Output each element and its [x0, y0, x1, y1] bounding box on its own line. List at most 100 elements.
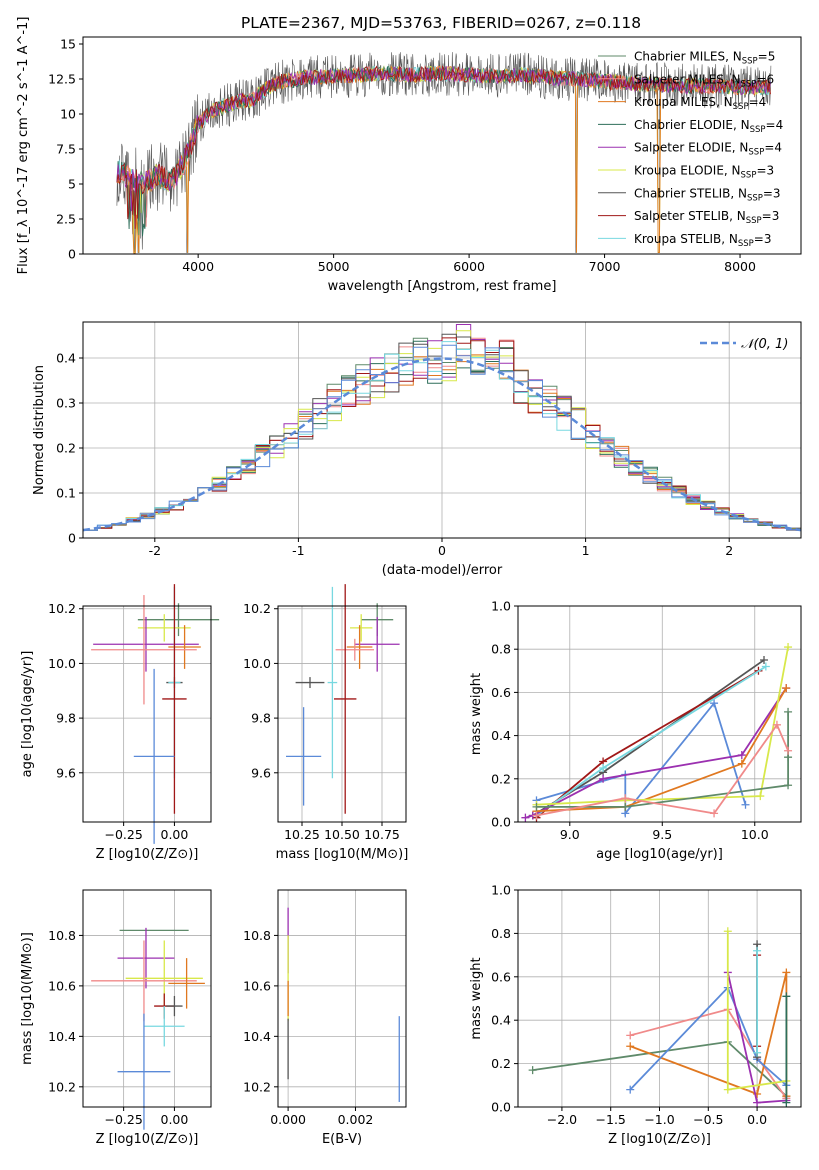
series-line	[629, 1008, 788, 1099]
series-marker	[626, 1042, 635, 1051]
x-axis-label: Z [log10(Z/Z⊙)]	[96, 1132, 199, 1147]
x-tick-label: −1.5	[596, 1112, 626, 1127]
x-axis-label: age [log10(age/yr)]	[596, 847, 723, 862]
x-tick-label: 1	[582, 543, 590, 558]
x-tick-label: 0	[438, 543, 446, 558]
mass-vs-ebv-panel: 0.000 0.002 10.2 10.4 10.6 10.8 E(B-V)	[243, 889, 407, 1147]
x-tick-label: −2.0	[547, 1112, 577, 1127]
x-tick-label: 9.5	[652, 827, 672, 842]
y-tick-label: 10.0	[243, 656, 271, 671]
grid-lines	[83, 890, 211, 1107]
y-axis-label: age [log10(age/yr)]	[20, 651, 35, 778]
mass-weight-vs-age-panel: 9.0 9.5 10.0 0.0 0.2 0.4 0.6 0.8 1.0 age [log10(a…	[469, 599, 802, 862]
residual-histogram-panel: -2 -1 0 1 2 0 0.1 0.2 0.3 0.4 (data-model)/error No…	[32, 321, 802, 578]
x-tick-label: 0.000	[270, 1112, 306, 1127]
x-tick-label: 10.0	[741, 827, 769, 842]
series-marker	[621, 802, 630, 811]
series-marker	[782, 992, 791, 1001]
x-axis-label: mass [log10(M/M⊙)]	[276, 847, 409, 862]
figure-title: PLATE=2367, MJD=53763, FIBERID=0267, z=0…	[241, 14, 641, 32]
plot-frame	[82, 889, 212, 1108]
series-marker	[772, 720, 781, 729]
y-axis-label: mass weight	[469, 957, 484, 1039]
spectrum-line	[116, 65, 771, 229]
errorbar-point	[117, 927, 175, 989]
grid-lines	[278, 890, 406, 1107]
y-tick-label: 0.0	[491, 815, 511, 830]
series-marker	[521, 813, 530, 822]
y-tick-label: 10.8	[48, 928, 76, 943]
y-tick-label: 0.4	[491, 728, 511, 743]
errorbar-point	[91, 595, 197, 705]
y-tick-label: 0.4	[56, 351, 76, 366]
series-marker	[784, 746, 793, 755]
x-tick-label: 0.002	[338, 1112, 374, 1127]
y-tick-label: 0.2	[491, 771, 511, 786]
y-tick-label: 7.5	[56, 142, 76, 157]
errorbar-point	[335, 638, 374, 661]
age-vs-metallicity-panel: −0.25 0.00 9.6 9.8 10.0 10.2 Z [log10(Z/Z⊙)] ag…	[20, 584, 220, 862]
y-tick-label: 9.8	[56, 711, 76, 726]
y-tick-label: 10.6	[243, 978, 271, 993]
legend-label: Kroupa MILES, NSSP=4	[634, 95, 766, 112]
x-tick-label: −0.5	[693, 1112, 723, 1127]
y-axis-label: mass [log10(M/M⊙)]	[20, 932, 35, 1065]
y-tick-label: 10.4	[243, 1029, 271, 1044]
x-tick-label: -2	[149, 543, 161, 558]
y-tick-label: 0.0	[491, 1100, 511, 1115]
series-marker	[741, 800, 750, 809]
errorbar-point	[137, 614, 191, 642]
series-marker	[621, 794, 630, 803]
y-tick-label: 1.0	[491, 883, 511, 898]
plot-frame	[517, 889, 802, 1108]
legend-label: Kroupa ELODIE, NSSP=3	[634, 164, 774, 181]
y-tick-label: 5	[68, 177, 76, 192]
errorbar-point	[166, 995, 183, 1017]
y-tick-label: 0	[68, 531, 76, 546]
plot-frame	[277, 889, 407, 1108]
x-axis-label: (data-model)/error	[382, 563, 503, 578]
errorbar-point	[162, 584, 187, 814]
series-marker	[753, 1098, 762, 1107]
series-marker	[723, 927, 732, 936]
series-marker	[710, 699, 719, 708]
plot-frame	[82, 36, 802, 255]
series-marker	[710, 809, 719, 818]
series-marker	[784, 643, 793, 652]
legend-label: Salpeter MILES, NSSP=6	[634, 72, 774, 89]
mass-vs-metallicity-panel: −0.25 0.00 10.2 10.4 10.6 10.8 Z [log10(Z/Z⊙)]…	[20, 889, 212, 1147]
x-tick-label: −0.25	[104, 1112, 142, 1127]
errorbar-point	[327, 586, 338, 779]
x-tick-label: 5000	[318, 259, 350, 274]
series-marker	[737, 759, 746, 768]
y-tick-label: 10.6	[48, 978, 76, 993]
series-line	[525, 687, 787, 819]
y-tick-label: 0.8	[491, 926, 511, 941]
plot-frame	[517, 605, 802, 823]
series-marker	[532, 811, 541, 820]
errorbar-point	[354, 616, 400, 672]
y-tick-label: 0.2	[491, 1056, 511, 1071]
x-tick-label: 10.25	[284, 827, 320, 842]
series-marker	[737, 751, 746, 760]
x-tick-label: 4000	[182, 259, 214, 274]
y-tick-label: 0.1	[56, 486, 76, 501]
errorbar-point	[117, 1013, 171, 1130]
series-marker	[782, 684, 791, 693]
y-axis-label: Flux [f_λ 10^-17 erg cm^-2 s^-1 A^-1]	[16, 17, 31, 275]
series-marker	[626, 1085, 635, 1094]
y-tick-label: 10.2	[243, 1079, 271, 1094]
y-tick-label: 9.8	[251, 711, 271, 726]
y-tick-label: 9.6	[251, 765, 271, 780]
series-marker	[599, 774, 608, 783]
histogram-step	[83, 344, 801, 531]
x-axis-label: Z [log10(Z/Z⊙)]	[608, 1132, 711, 1147]
series-marker	[532, 802, 541, 811]
y-tick-label: 10.2	[243, 601, 271, 616]
x-tick-label: −1.0	[644, 1112, 674, 1127]
x-tick-label: 7000	[589, 259, 621, 274]
series-marker	[723, 1085, 732, 1094]
legend-label: 𝒩(0, 1)	[741, 337, 788, 352]
grid-lines	[83, 606, 211, 822]
